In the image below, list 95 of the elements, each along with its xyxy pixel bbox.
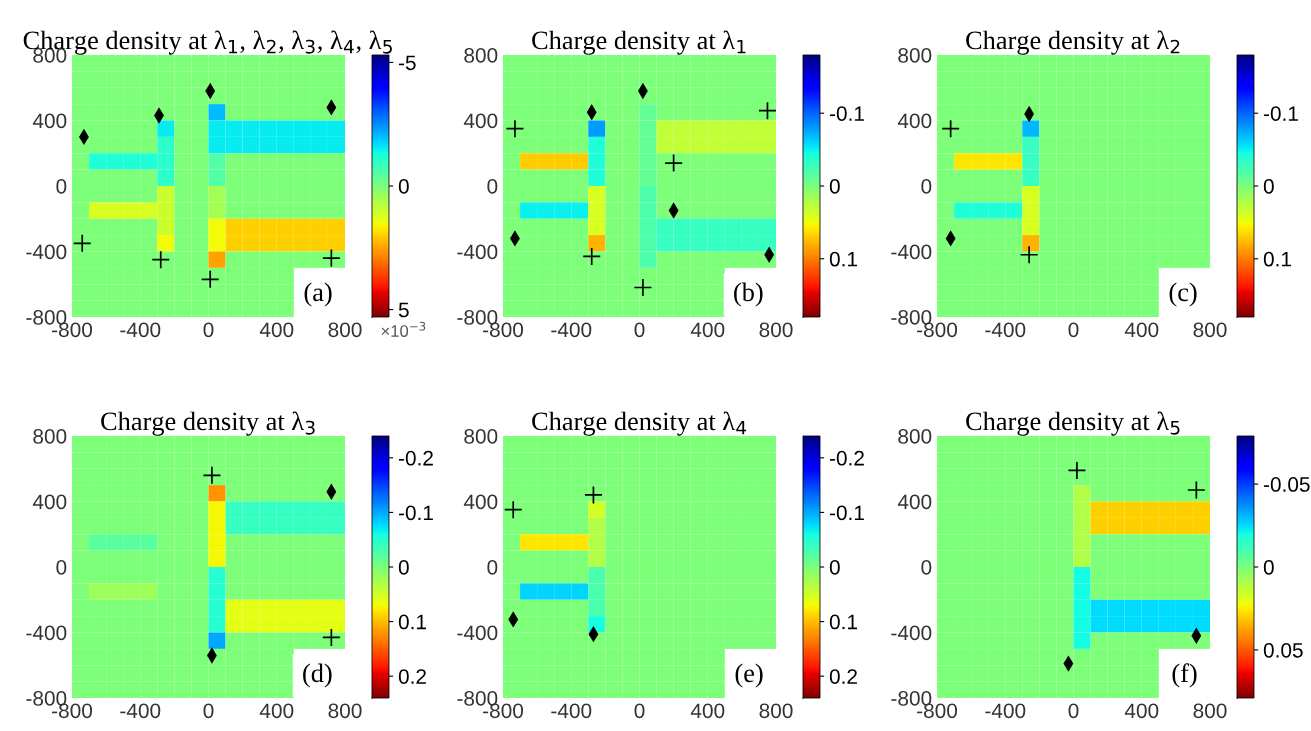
color-bar-label: -0.1: [829, 106, 864, 121]
point: [322, 628, 341, 647]
x-tick-label: 400: [690, 322, 725, 338]
annotation: (e): [735, 663, 763, 688]
y-tick-label: 800: [898, 429, 932, 444]
y-tick-label: -400: [26, 244, 67, 260]
x-tick-label: 0: [1068, 703, 1079, 719]
x-tick-label: 0: [1068, 322, 1079, 338]
y-tick-label: -400: [891, 625, 932, 641]
x-tick-label: 0: [634, 703, 645, 719]
color-bar-label: -0.2: [398, 450, 433, 466]
x-tick-label: 800: [328, 322, 362, 338]
x-tick-label: 0: [203, 322, 214, 338]
point: [664, 153, 683, 173]
x-tick-label: 800: [759, 322, 793, 338]
point: [202, 465, 222, 485]
color-bar-label: 0.1: [829, 251, 857, 267]
point: [584, 485, 603, 505]
y-tick-label: -400: [891, 244, 932, 260]
x-tick-label: 400: [259, 703, 294, 719]
x-tick-label: 400: [259, 322, 294, 338]
y-tick-label: 800: [464, 48, 498, 63]
point: [633, 278, 653, 297]
color-bar-label: -0.1: [829, 505, 864, 521]
y-tick-label: 0: [56, 179, 67, 194]
y-tick-label: 0: [487, 179, 498, 194]
y-tick-label: 400: [897, 494, 932, 510]
color-bar-label: 0: [1263, 560, 1274, 575]
point: [941, 119, 960, 139]
x-tick-label: 400: [1124, 703, 1159, 719]
chart-title: Charge density at λ$_{5}$: [966, 411, 1180, 436]
point: [1187, 480, 1206, 500]
x-tick-label: -400: [551, 703, 592, 719]
point: [505, 119, 525, 139]
x-tick-label: 400: [1124, 322, 1159, 338]
y-tick-label: 400: [463, 494, 498, 510]
color-bar-label: 0: [398, 560, 409, 575]
y-tick-label: -400: [457, 244, 498, 260]
color-bar-label: 0.2: [398, 669, 426, 684]
chart-title: Charge density at λ$_{3}$: [101, 411, 315, 436]
y-tick-label: 0: [56, 560, 67, 575]
color-bar-label: 0.1: [829, 614, 857, 630]
y-tick-label: 800: [33, 429, 67, 444]
y-tick-label: 0: [487, 560, 498, 575]
x-tick-label: -400: [120, 322, 161, 338]
y-tick-label: 0: [921, 560, 932, 575]
annotation: (d): [303, 663, 332, 688]
color-bar-label: 0.05: [1263, 642, 1303, 658]
point: [322, 248, 341, 268]
y-tick-label: -400: [26, 625, 67, 641]
x-tick-label: 800: [1193, 703, 1227, 719]
x-tick-label: 0: [203, 703, 214, 719]
color-bar-label: -0.1: [1263, 106, 1298, 121]
color-bar-label: 0.2: [829, 669, 857, 684]
annotation: (b): [734, 282, 763, 307]
x-tick-label: -400: [551, 322, 592, 338]
color-bar-label: 0: [829, 179, 840, 194]
x-tick-label: 800: [1193, 322, 1227, 338]
point: [582, 247, 602, 266]
y-tick-label: 800: [898, 48, 932, 63]
chart-title: Charge density at λ$_{2}$: [966, 30, 1180, 55]
chart-title: Charge density at λ$_{1}$: [532, 30, 746, 55]
y-tick-label: 0: [921, 179, 932, 194]
x-tick-label: 800: [759, 703, 793, 719]
y-tick-label: 800: [464, 429, 498, 444]
color-bar-label: -0.05: [1263, 477, 1310, 492]
x-tick-label: 0: [634, 322, 645, 338]
annotation: (a): [304, 282, 332, 307]
point: [1019, 245, 1039, 265]
x-tick-label: -400: [985, 322, 1026, 338]
color-bar-label: -5: [398, 55, 416, 71]
annotation: (f): [1172, 663, 1197, 688]
y-tick-label: 400: [897, 113, 932, 129]
y-tick-label: -400: [457, 625, 498, 641]
y-tick-label: 400: [463, 113, 498, 129]
annotation: (c): [1169, 282, 1197, 307]
color-bar-label: 0: [398, 179, 409, 194]
color-bar-label: 0.1: [1263, 251, 1291, 267]
color-bar-label: 0: [829, 560, 840, 575]
x-tick-label: 800: [328, 703, 362, 719]
color-bar-label: 0.1: [398, 614, 426, 630]
chart-title: Charge density at λ$_{4}$: [532, 411, 747, 436]
color-bar-label: -0.2: [829, 450, 864, 466]
x-tick-label: 400: [690, 703, 725, 719]
color-bar-label: -0.1: [398, 505, 433, 521]
x-tick-label: -400: [120, 703, 161, 719]
y-tick-label: 400: [32, 494, 67, 510]
x-tick-label: -400: [985, 703, 1026, 719]
color-bar-label: 0: [1263, 179, 1274, 194]
point: [1067, 461, 1087, 480]
point: [200, 269, 220, 289]
color-bar-label: 5: [398, 302, 409, 318]
y-tick-label: 400: [32, 113, 67, 129]
color-bar-title: ×10$^{−3}$: [381, 321, 426, 337]
point: [151, 250, 171, 270]
